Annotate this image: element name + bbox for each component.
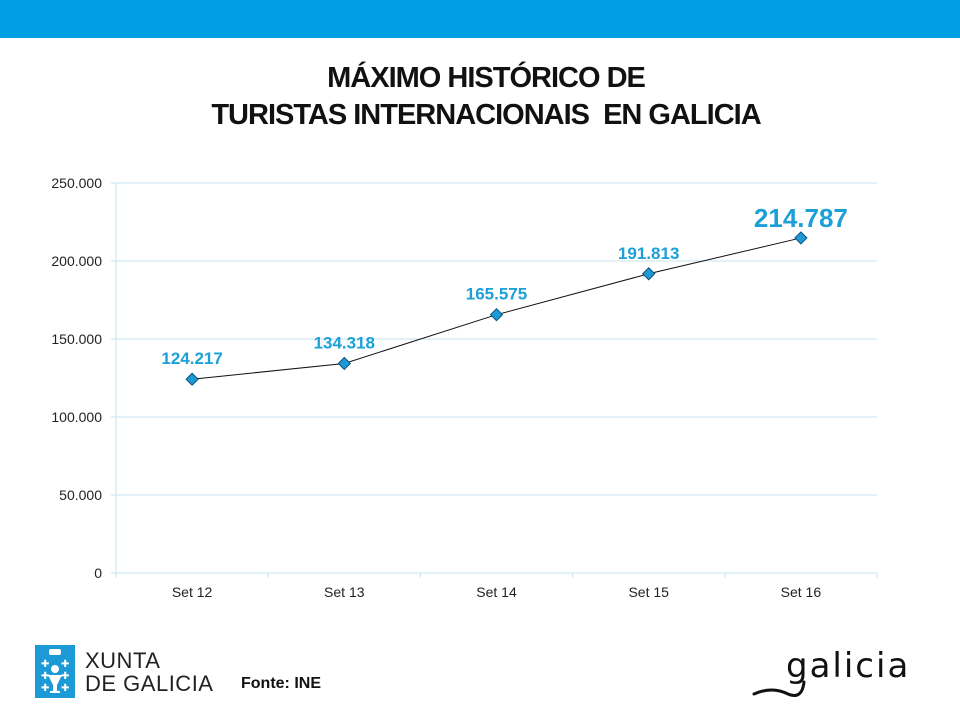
data-label: 165.575	[466, 285, 527, 304]
svg-text:✚: ✚	[61, 659, 69, 670]
data-label: 124.217	[161, 349, 222, 368]
y-tick-label: 150.000	[51, 331, 102, 347]
y-tick-label: 50.000	[59, 487, 102, 503]
data-label: 191.813	[618, 244, 679, 263]
svg-text:✚: ✚	[61, 671, 69, 682]
x-tick-label: Set 12	[172, 584, 213, 600]
xunta-logo-line2: DE GALICIA	[85, 670, 214, 696]
data-label: 214.787	[754, 203, 848, 233]
chart-title: MÁXIMO HISTÓRICO DE TURISTAS INTERNACION…	[0, 60, 960, 134]
data-point	[185, 372, 199, 386]
svg-text:✚: ✚	[41, 659, 49, 670]
source-note: Fonte: INE	[241, 675, 321, 692]
svg-text:✚: ✚	[41, 683, 49, 694]
data-point	[337, 356, 352, 371]
top-banner	[0, 0, 960, 38]
y-tick-label: 200.000	[51, 253, 102, 269]
y-tick-label: 250.000	[51, 175, 102, 191]
x-tick-label: Set 15	[628, 584, 669, 600]
x-tick-label: Set 16	[781, 584, 822, 600]
data-point	[489, 307, 504, 322]
x-tick-label: Set 13	[324, 584, 365, 600]
galicia-logo: galicia	[752, 642, 912, 707]
title-line-1: MÁXIMO HISTÓRICO DE	[327, 62, 646, 94]
title-line-2: TURISTAS INTERNACIONAIS EN GALICIA	[211, 99, 761, 131]
xunta-logo: ✚ ✚ ✚ ✚ ✚ ✚ XUNTA DE GALICIA	[35, 645, 213, 698]
data-point	[641, 267, 656, 281]
y-tick-label: 100.000	[51, 409, 102, 425]
xunta-shield-icon: ✚ ✚ ✚ ✚ ✚ ✚	[35, 645, 75, 698]
data-point	[794, 231, 808, 245]
data-label: 134.318	[314, 333, 375, 352]
svg-text:✚: ✚	[41, 671, 49, 682]
y-tick-label: 0	[94, 565, 102, 581]
svg-text:✚: ✚	[61, 683, 69, 694]
svg-text:galicia: galicia	[786, 646, 910, 686]
xunta-logo-line1: XUNTA	[85, 647, 161, 673]
x-tick-label: Set 14	[476, 584, 517, 600]
